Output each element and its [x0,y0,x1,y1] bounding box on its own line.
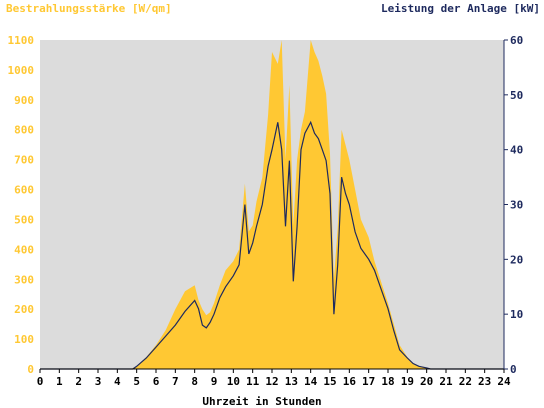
x-tick-label: 23 [478,375,491,388]
x-axis-ticks: 0 1 2 3 4 5 6 7 8 9 10 11 12 13 14 15 16 17 18 19 20 21 22 23 24 [37,369,511,388]
right-axis-title: Leistung der Anlage [kW] [381,2,540,15]
left-tick-label: 100 [14,333,34,346]
x-tick-label: 24 [497,375,511,388]
x-tick-label: 18 [381,375,394,388]
x-tick-label: 0 [37,375,44,388]
right-tick-label: 30 [510,199,523,212]
right-axis-ticks: 0 10 20 30 40 50 60 [504,34,523,376]
x-tick-label: 22 [459,375,472,388]
power-line [40,120,504,370]
x-tick-label: 17 [362,375,375,388]
x-axis-title: Uhrzeit in Stunden [202,395,321,408]
right-tick-label: 60 [510,34,523,47]
right-tick-label: 20 [510,253,523,266]
left-tick-label: 700 [14,154,34,167]
axes-layer [40,40,505,370]
series-layer [40,40,504,370]
x-tick-label: 19 [401,375,414,388]
x-tick-label: 8 [191,375,198,388]
x-tick-label: 15 [323,375,336,388]
left-tick-label: 0 [27,363,34,376]
x-tick-label: 5 [133,375,140,388]
x-tick-label: 3 [95,375,102,388]
right-tick-label: 40 [510,144,523,157]
x-tick-label: 20 [420,375,433,388]
left-tick-label: 900 [14,94,34,107]
right-tick-label: 50 [510,89,523,102]
left-axis-title: Bestrahlungsstärke [W/qm] [6,2,172,15]
x-tick-label: 7 [172,375,179,388]
left-tick-label: 200 [14,303,34,316]
left-tick-label: 500 [14,213,34,226]
left-tick-label: 300 [14,273,34,286]
x-tick-label: 21 [439,375,453,388]
left-axis-ticks: 0 100 200 300 400 500 600 700 800 900 1000 1100 [8,34,35,376]
left-tick-label: 400 [14,243,34,256]
x-tick-label: 11 [246,375,260,388]
x-tick-label: 16 [343,375,357,388]
right-tick-label: 0 [510,363,517,376]
x-tick-label: 13 [285,375,298,388]
x-tick-label: 6 [153,375,160,388]
x-tick-label: 14 [304,375,318,388]
left-tick-label: 800 [14,124,34,137]
x-tick-label: 4 [114,375,121,388]
x-tick-label: 2 [75,375,82,388]
x-tick-label: 9 [211,375,218,388]
x-tick-label: 10 [227,375,240,388]
left-tick-label: 1100 [8,34,35,47]
x-tick-label: 12 [265,375,278,388]
left-tick-label: 600 [14,184,34,197]
left-tick-label: 1000 [8,64,35,77]
irradiance-area [40,40,504,369]
right-tick-label: 10 [510,308,523,321]
x-tick-label: 1 [56,375,63,388]
